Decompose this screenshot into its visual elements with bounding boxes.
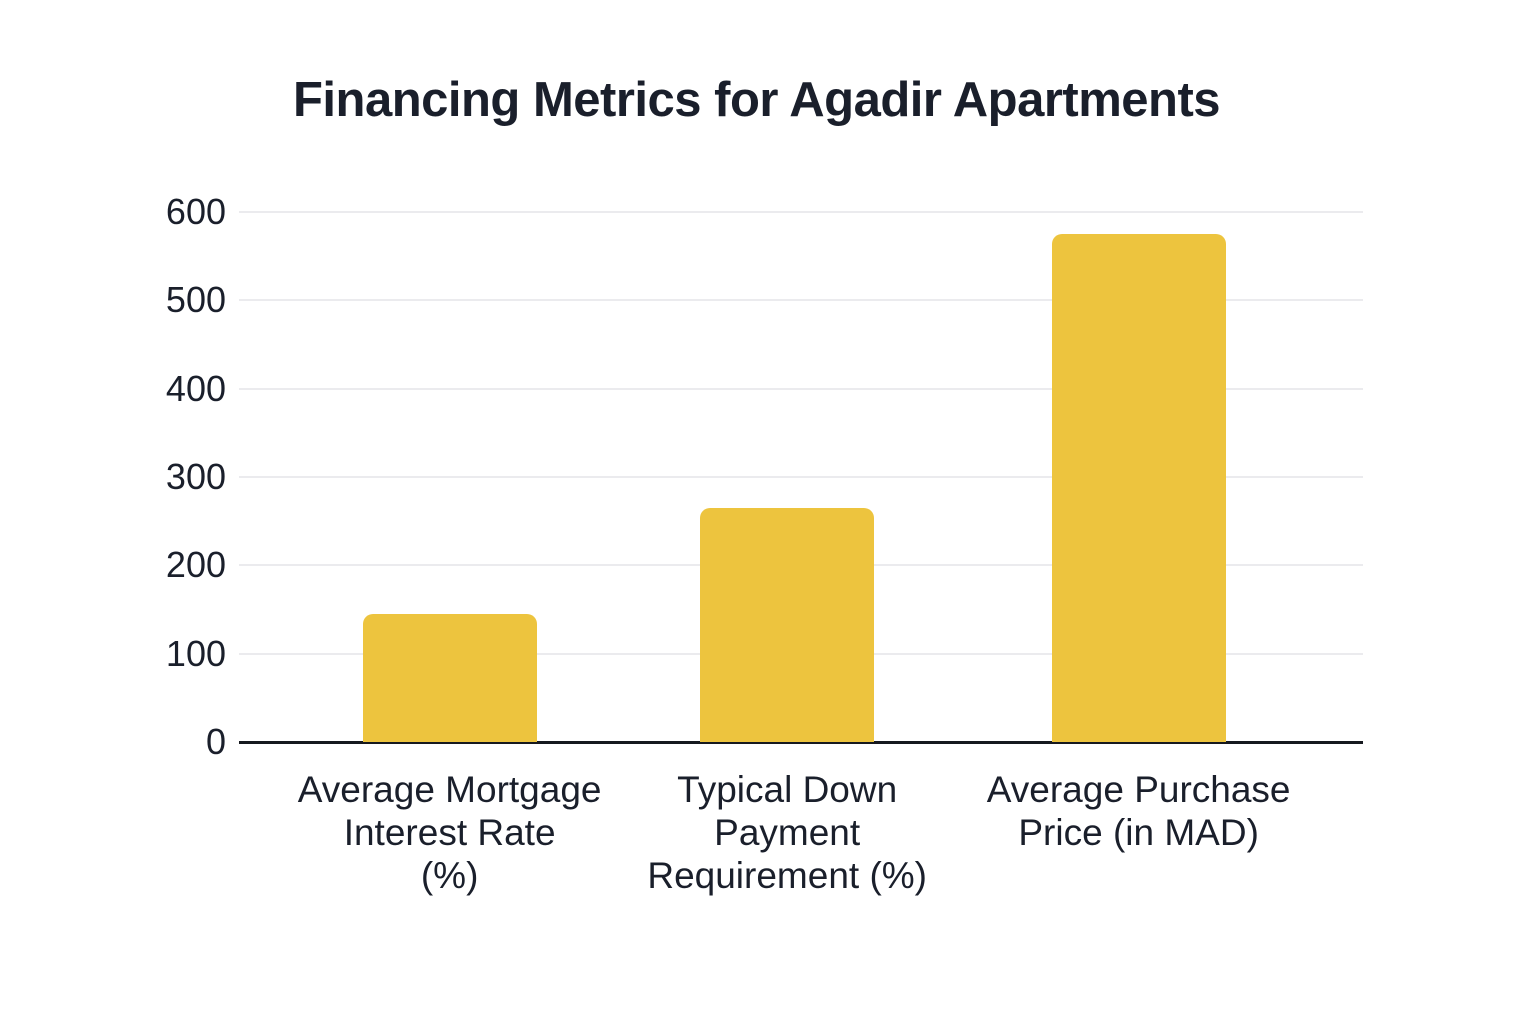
gridline-400 — [239, 387, 1363, 390]
y-tick-label-600: 600 — [165, 191, 226, 232]
x-axis-line — [239, 741, 1363, 744]
y-tick-label-100: 100 — [165, 632, 226, 674]
x-category-label-line: Payment — [714, 812, 861, 853]
y-tick-label-500: 500 — [165, 279, 226, 321]
bar-0-average-mortgage-interest-rate — [362, 613, 537, 742]
gridline-300 — [239, 476, 1363, 478]
x-category-label-line: Average Mortgage — [297, 769, 602, 810]
x-category-label-0: Average Mortgage Interest Rate (%) — [235, 768, 665, 897]
y-tick-label-0: 0 — [205, 721, 226, 762]
gridline-600 — [239, 211, 1363, 213]
x-category-label-2: Average Purchase Price (in MAD) — [924, 768, 1354, 854]
gridline-500 — [239, 299, 1363, 302]
x-category-label-line: Interest Rate — [343, 812, 556, 853]
y-tick-label-400: 400 — [165, 367, 226, 409]
y-tick-label-300: 300 — [165, 456, 226, 497]
y-tick-label-200: 200 — [165, 544, 226, 586]
x-category-label-line: Average Purchase — [986, 769, 1291, 810]
chart-title: Financing Metrics for Agadir Apartments — [292, 73, 1221, 127]
bar-2-average-purchase-price-in-mad — [1051, 234, 1226, 742]
x-category-label-line: Price (in MAD) — [1018, 812, 1259, 853]
x-category-label-1: Typical Down Payment Requirement (%) — [572, 768, 1002, 897]
bar-1-typical-down-payment-requirement — [700, 507, 875, 742]
x-category-label-line: (%) — [420, 855, 479, 896]
x-category-label-line: Requirement (%) — [647, 855, 927, 896]
x-category-label-line: Typical Down — [677, 769, 898, 810]
